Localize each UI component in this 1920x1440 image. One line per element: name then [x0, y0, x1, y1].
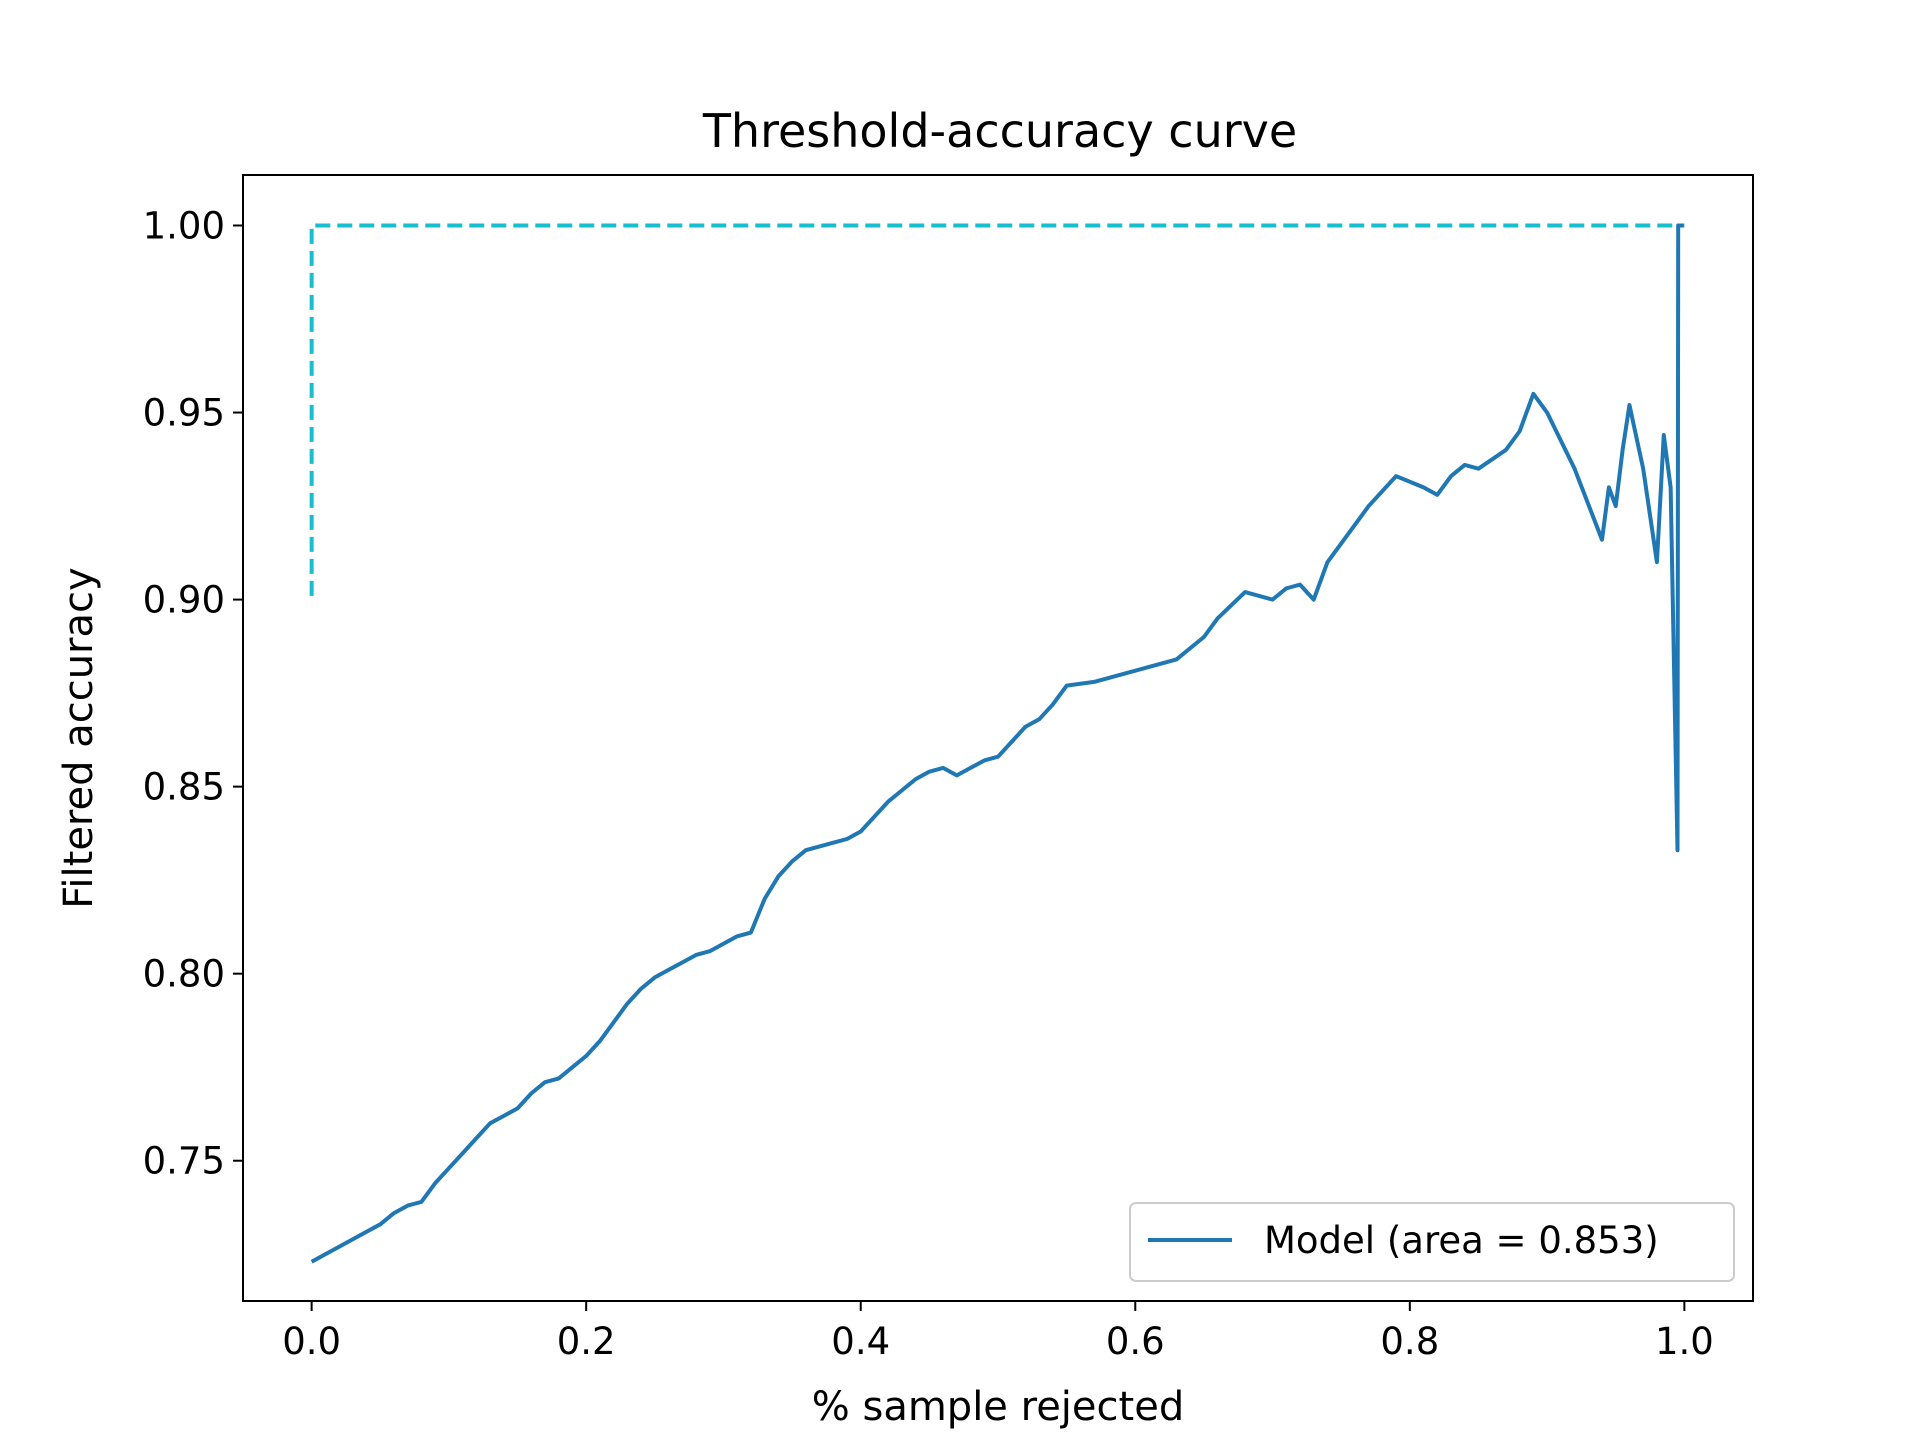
axes-frame — [242, 174, 1754, 1302]
y-tick-label: 0.85 — [143, 766, 225, 809]
x-axis-label: % sample rejected — [812, 1384, 1184, 1430]
x-tick-label: 0.0 — [282, 1320, 341, 1363]
x-axis-ticks: 0.0 0.2 0.4 0.6 0.8 1.0 — [282, 1301, 1714, 1363]
legend-label-model: Model (area = 0.853) — [1264, 1219, 1659, 1262]
chart-title: Threshold-accuracy curve — [702, 104, 1297, 158]
y-tick-label: 1.00 — [143, 205, 225, 248]
y-tick-label: 0.90 — [143, 579, 225, 622]
y-tick-label: 0.80 — [143, 953, 225, 996]
y-tick-label: 0.75 — [143, 1140, 225, 1183]
x-tick-label: 0.6 — [1106, 1320, 1165, 1363]
y-axis-label: Filtered accuracy — [56, 567, 102, 908]
legend: Model (area = 0.853) — [1129, 1202, 1735, 1282]
series-layer — [309, 223, 1685, 1264]
plot-area — [242, 174, 1754, 1302]
y-axis-ticks: 0.75 0.80 0.85 0.90 0.95 1.00 — [143, 205, 243, 1183]
x-tick-label: 0.4 — [831, 1320, 890, 1363]
series-line-model — [310, 223, 1684, 1264]
x-tick-label: 0.8 — [1380, 1320, 1439, 1363]
y-tick-label: 0.95 — [143, 392, 225, 435]
legend-box — [1129, 1202, 1735, 1282]
x-tick-label: 0.2 — [557, 1320, 616, 1363]
x-tick-label: 1.0 — [1655, 1320, 1714, 1363]
series-line-ideal — [309, 223, 1685, 596]
